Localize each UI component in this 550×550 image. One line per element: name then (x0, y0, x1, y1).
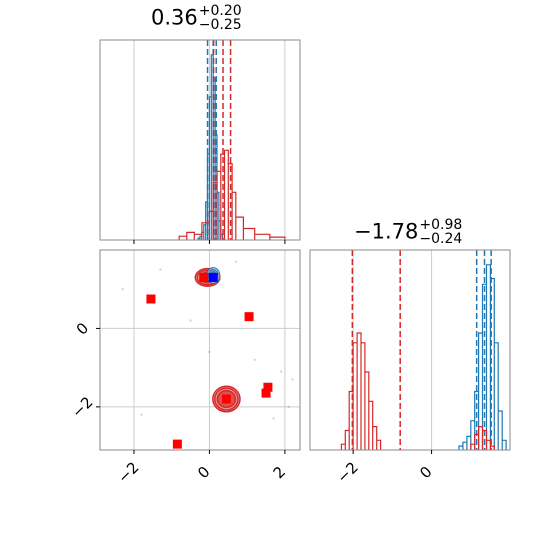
panel-1-title: 0.36 +0.20 −0.25 (151, 4, 242, 32)
joint-outlier-point (253, 358, 256, 362)
joint-xtick-label: 2 (270, 463, 289, 482)
red-square-marker (263, 382, 273, 392)
joint-outlier-point (140, 413, 143, 416)
panel-1-title-lower: −0.25 (198, 17, 242, 33)
red-square-marker (221, 394, 231, 404)
panel-3-hist-series-1 (340, 332, 495, 450)
red-square-marker (172, 439, 182, 449)
panel-2-title-lower: −0.24 (419, 231, 463, 247)
joint-outlier-point (291, 378, 294, 381)
red-square-marker (244, 312, 254, 322)
joint-outlier-point (189, 319, 192, 322)
panel-1-title-upper: +0.20 (198, 3, 242, 19)
marginal-panel-2: −2 0 (309, 249, 511, 487)
joint-outlier-point (121, 288, 124, 291)
blue-square-marker (208, 272, 218, 282)
panel-1-hist-series-1 (178, 149, 286, 240)
joint-ytick-label: 0 (73, 319, 92, 338)
red-square-marker (146, 294, 156, 304)
joint-outlier-point (234, 260, 238, 263)
joint-outlier-point (279, 370, 283, 373)
joint-panel: −2 0 2 −2 0 (68, 249, 301, 487)
red-square-marker (261, 388, 271, 398)
joint-outlier-point (208, 350, 211, 354)
joint-outlier-point (159, 268, 162, 271)
panel-3-xtick-label: −2 (333, 458, 361, 486)
panel-1-frame (99, 39, 301, 241)
joint-xtick-label: 0 (194, 463, 213, 482)
panel-2-title-upper: +0.98 (419, 217, 463, 233)
panel-3-hist-series-0 (458, 264, 507, 450)
panel-3-frame (309, 249, 511, 451)
panel-3-xtick-label: 0 (416, 463, 435, 482)
panel-1-hist-series-0 (197, 54, 224, 240)
marginal-panel-1 (99, 39, 301, 244)
panel-2-title-value: −1.78 (354, 219, 419, 244)
panel-1-title-value: 0.36 (151, 5, 198, 30)
joint-frame (99, 249, 301, 451)
joint-ytick-label: −2 (68, 393, 96, 421)
joint-outlier-point (287, 405, 290, 409)
joint-outlier-point (272, 417, 275, 420)
joint-xtick-label: −2 (114, 458, 142, 486)
red-square-marker (199, 272, 209, 282)
panel-2-title: −1.78 +0.98 −0.24 (354, 218, 462, 246)
